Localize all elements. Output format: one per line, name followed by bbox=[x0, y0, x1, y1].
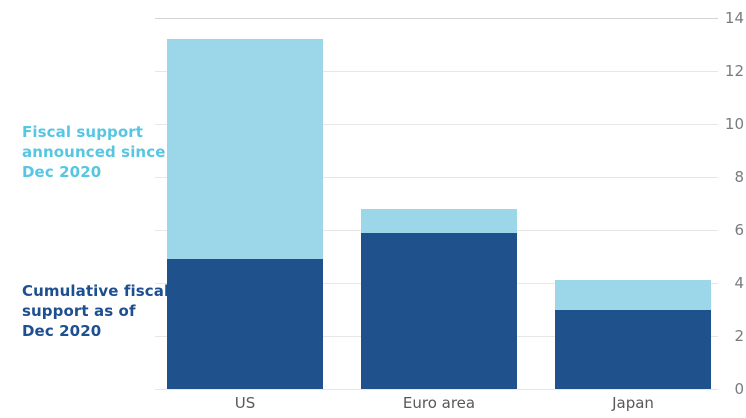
bar-us bbox=[167, 18, 323, 389]
plot-area bbox=[155, 18, 718, 390]
y-tick-label-6: 6 bbox=[734, 221, 744, 239]
bar-segment-japan-fiscal-support-annou bbox=[555, 280, 711, 310]
gridline-10 bbox=[155, 124, 718, 125]
x-category-label-japan: Japan bbox=[612, 394, 654, 412]
gridline-12 bbox=[155, 71, 718, 72]
gridline-14 bbox=[155, 18, 718, 19]
bar-segment-us-fiscal-support-annou bbox=[167, 39, 323, 260]
gridline-0 bbox=[155, 389, 718, 390]
y-tick-label-4: 4 bbox=[734, 274, 744, 292]
announced-series-label: Fiscal support announced since Dec 2020 bbox=[22, 123, 166, 181]
bar-segment-euro-area-fiscal-support-annou bbox=[361, 208, 517, 233]
bar-segment-euro-area-cumulative-fiscal-su bbox=[361, 232, 517, 389]
gridline-8 bbox=[155, 177, 718, 178]
y-tick-label-8: 8 bbox=[734, 168, 744, 186]
y-tick-label-0: 0 bbox=[734, 380, 744, 398]
bar-japan bbox=[555, 18, 711, 389]
cumulative-series-label: Cumulative fiscal support as of Dec 2020 bbox=[22, 282, 170, 340]
y-tick-label-2: 2 bbox=[734, 327, 744, 345]
y-tick-label-12: 12 bbox=[724, 62, 744, 80]
y-tick-label-14: 14 bbox=[724, 9, 744, 27]
y-axis: 0 2 4 6 8 10 12 14 bbox=[714, 9, 744, 398]
bar-segment-japan-cumulative-fiscal-su bbox=[555, 309, 711, 389]
x-category-label-us: US bbox=[234, 394, 256, 412]
bar-segment-us-cumulative-fiscal-su bbox=[167, 259, 323, 389]
bar-euro-area bbox=[361, 18, 517, 389]
x-category-label-euro-area: Euro area bbox=[402, 394, 476, 412]
y-tick-label-10: 10 bbox=[724, 115, 744, 133]
